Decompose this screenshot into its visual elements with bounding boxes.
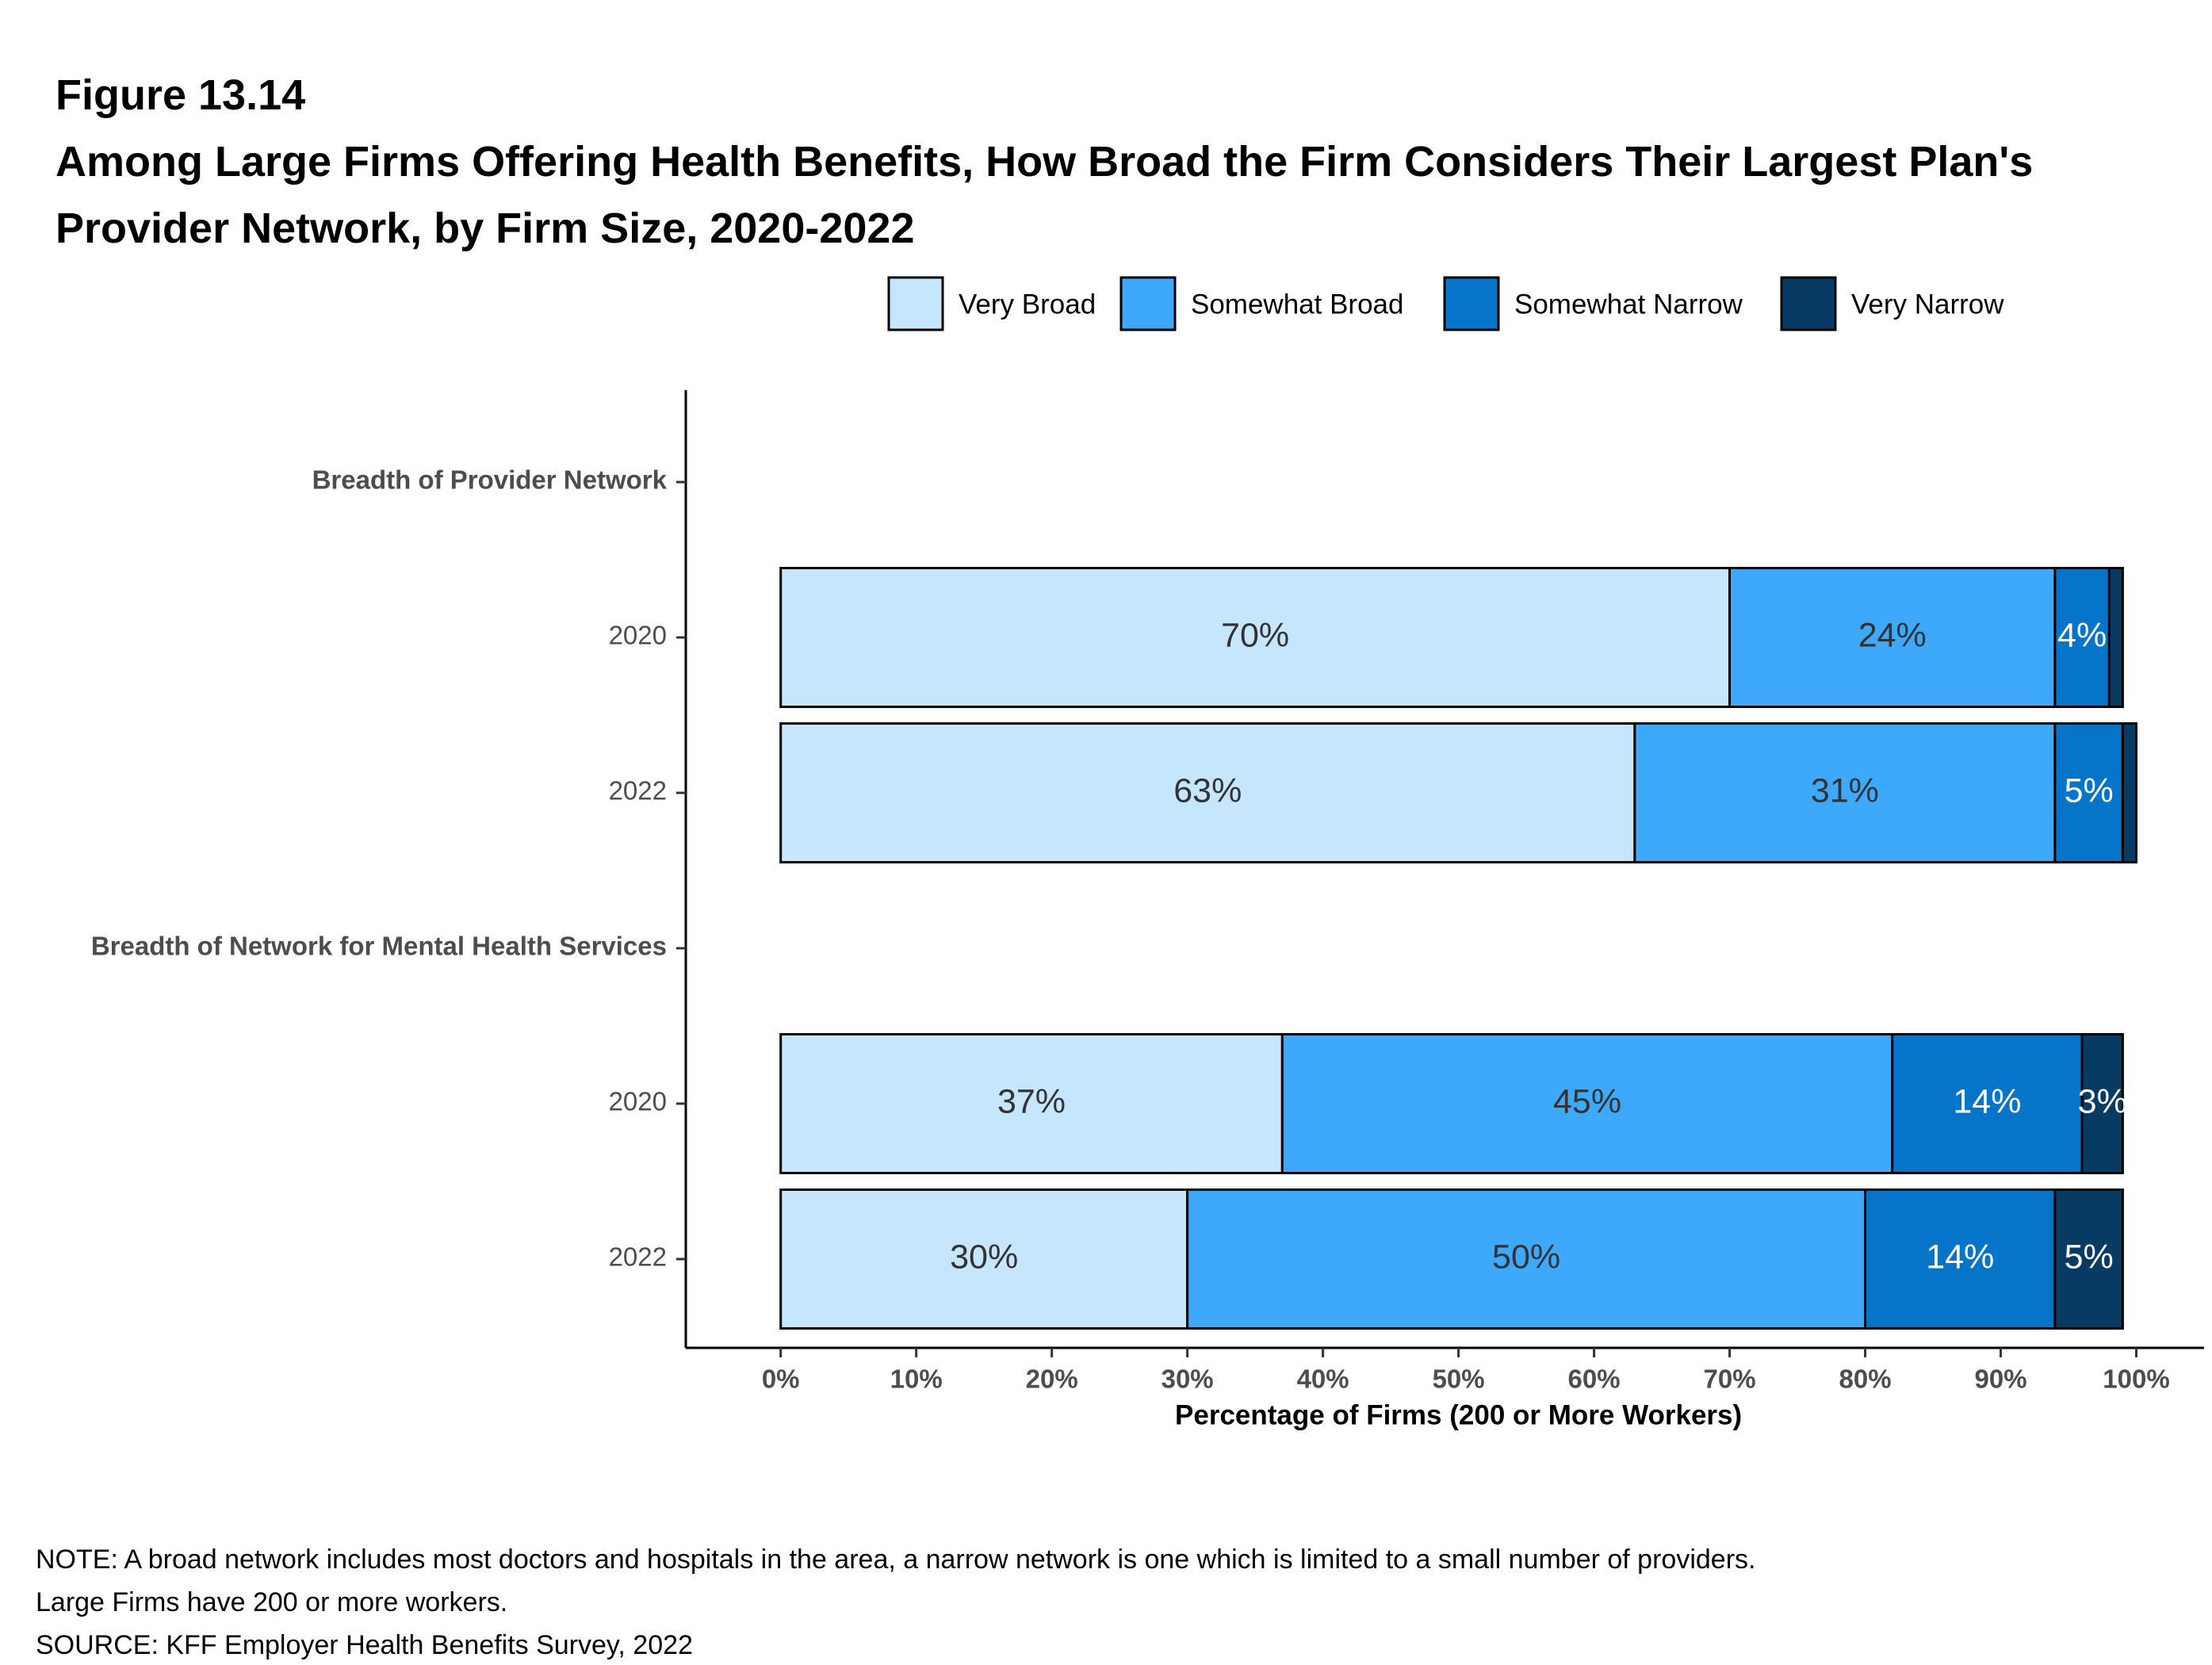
x-tick-label: 10% bbox=[890, 1365, 943, 1394]
y-tick-label: 2020 bbox=[609, 1087, 667, 1116]
bar-segment bbox=[2107, 567, 2124, 708]
data-label: 14% bbox=[1926, 1238, 1994, 1276]
chart-title: Among Large Firms Offering Health Benefi… bbox=[55, 138, 2034, 252]
data-label: 14% bbox=[1953, 1082, 2021, 1120]
legend-swatch bbox=[1119, 276, 1177, 331]
legend-swatch bbox=[1780, 276, 1837, 331]
group-label: Breadth of Network for Mental Health Ser… bbox=[91, 932, 667, 961]
data-label: 4% bbox=[2057, 616, 2107, 654]
x-tick-label: 80% bbox=[1839, 1365, 1892, 1394]
x-tick-label: 70% bbox=[1704, 1365, 1756, 1394]
x-tick-label: 90% bbox=[1974, 1365, 2026, 1394]
x-tick-label: 100% bbox=[2103, 1365, 2169, 1394]
title-block: Figure 13.14 Among Large Firms Offering … bbox=[55, 62, 2133, 262]
bar-segment bbox=[779, 567, 1732, 708]
x-tick-label: 0% bbox=[762, 1365, 800, 1394]
bar-segment bbox=[1728, 567, 2057, 708]
group-label: Breadth of Provider Network bbox=[312, 465, 668, 495]
legend-label: Somewhat Broad bbox=[1191, 289, 1403, 320]
legend-label: Somewhat Narrow bbox=[1514, 289, 1743, 320]
bar-segment bbox=[2121, 722, 2138, 863]
bar-segment bbox=[779, 1188, 1189, 1330]
bar-segment bbox=[1633, 722, 2057, 863]
data-label: 31% bbox=[1811, 771, 1879, 810]
note: SOURCE: KFF Employer Health Benefits Sur… bbox=[36, 1630, 693, 1660]
note: NOTE: A broad network includes most doct… bbox=[36, 1544, 1756, 1575]
data-label: 63% bbox=[1173, 771, 1242, 810]
data-label: 24% bbox=[1858, 616, 1927, 654]
notes: NOTE: A broad network includes most doct… bbox=[36, 1538, 1755, 1665]
data-label: 3% bbox=[2078, 1082, 2127, 1120]
y-tick-label: 2022 bbox=[609, 776, 667, 806]
data-label: 5% bbox=[2065, 1238, 2114, 1276]
data-label: 37% bbox=[997, 1082, 1066, 1120]
x-axis-title: Percentage of Firms (200 or More Workers… bbox=[1175, 1399, 1742, 1430]
note: Large Firms have 200 or more workers. bbox=[36, 1587, 508, 1617]
x-tick-label: 60% bbox=[1568, 1365, 1621, 1394]
y-tick-label: 2022 bbox=[609, 1242, 667, 1272]
legend-label: Very Broad bbox=[959, 289, 1096, 320]
bar-segment bbox=[2053, 1188, 2124, 1330]
legend-label: Very Narrow bbox=[1851, 289, 2004, 320]
x-tick-label: 40% bbox=[1297, 1365, 1349, 1394]
legend-swatch bbox=[887, 276, 944, 331]
chart: Very Broad Somewhat Broad Somewhat Narrow V… bbox=[91, 276, 2204, 1430]
bar-segment bbox=[779, 1033, 1284, 1174]
bar-segment bbox=[2053, 567, 2111, 708]
figure-number: Figure 13.14 bbox=[55, 71, 306, 119]
data-label: 70% bbox=[1221, 616, 1289, 654]
x-tick-label: 20% bbox=[1026, 1365, 1078, 1394]
data-label: 50% bbox=[1492, 1238, 1560, 1276]
bar-segment bbox=[779, 722, 1636, 863]
bar-segment bbox=[1186, 1188, 1867, 1330]
bar-segment bbox=[2080, 1033, 2124, 1174]
bar-segment bbox=[1891, 1033, 2084, 1174]
x-tick-label: 50% bbox=[1433, 1365, 1485, 1394]
bar-segment bbox=[1280, 1033, 1894, 1174]
data-label: 45% bbox=[1553, 1082, 1621, 1120]
data-label: 30% bbox=[950, 1238, 1018, 1276]
bar-segment bbox=[2053, 722, 2124, 863]
legend-swatch bbox=[1443, 276, 1500, 331]
y-tick-label: 2020 bbox=[609, 621, 667, 650]
x-tick-label: 30% bbox=[1161, 1365, 1214, 1394]
data-label: 5% bbox=[2065, 771, 2114, 810]
